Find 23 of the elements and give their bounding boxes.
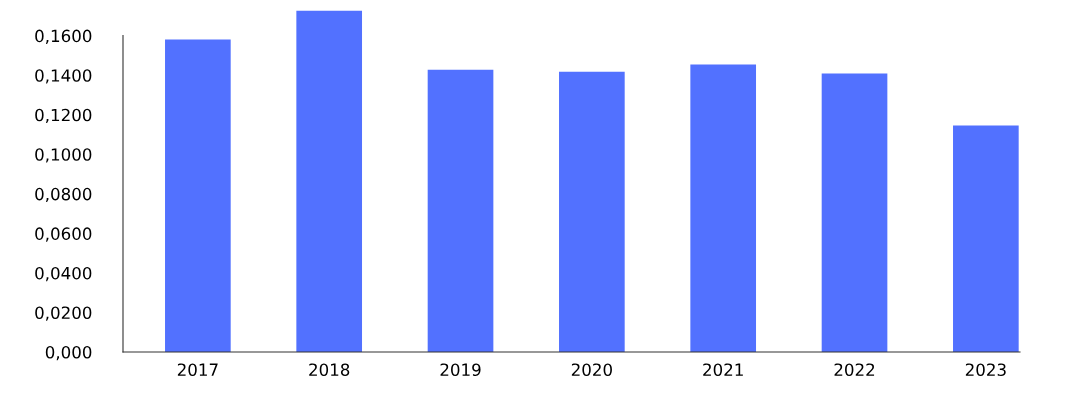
x-tick-label: 2021: [703, 363, 743, 377]
bar: [296, 10, 363, 352]
bar: [690, 64, 757, 352]
bar: [165, 39, 231, 352]
x-tick-label: 2018: [309, 363, 350, 377]
y-tick-label: 0,000: [45, 345, 92, 361]
x-tick-label: 2023: [965, 363, 1006, 377]
y-tick-label: 0,1400: [35, 69, 92, 84]
y-tick-label: 0,0400: [35, 266, 92, 282]
y-tick-label: 0,0800: [35, 187, 92, 203]
bar: [559, 71, 625, 352]
y-tick-label: 0,1200: [35, 108, 92, 124]
bar: [821, 73, 888, 352]
x-tick-label: 2020: [571, 363, 612, 377]
x-tick-label: 2022: [834, 363, 875, 377]
y-tick-label: 0,0200: [35, 306, 92, 321]
x-tick-label: 2017: [177, 363, 218, 377]
y-tick-label: 0,1600: [35, 29, 92, 44]
x-tick-label: 2019: [440, 363, 481, 377]
bar: [953, 125, 1019, 352]
y-tick-label: 0,1000: [35, 148, 92, 163]
y-tick-label: 0,0600: [35, 227, 92, 242]
bar: [427, 69, 494, 352]
